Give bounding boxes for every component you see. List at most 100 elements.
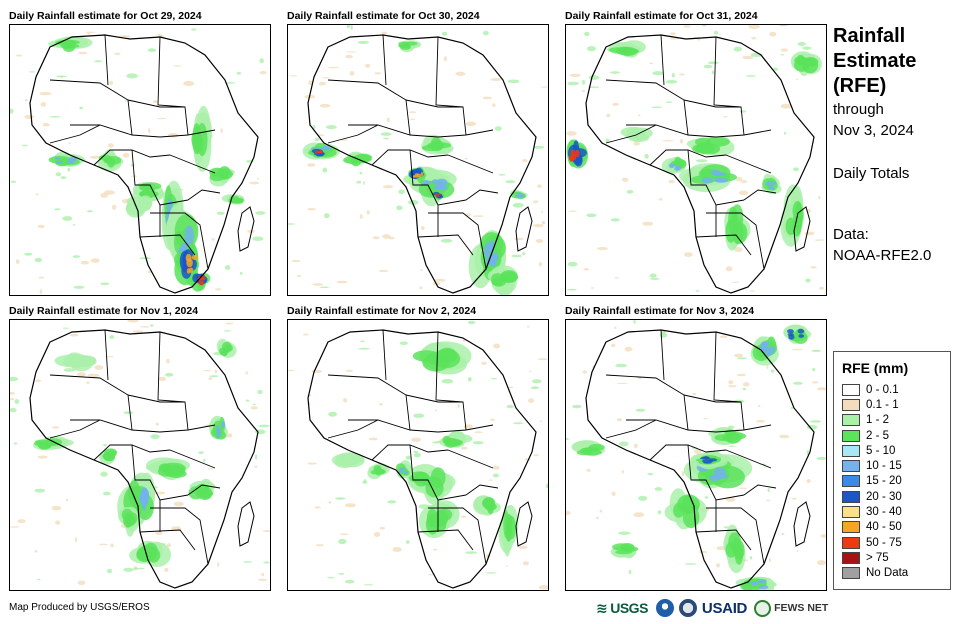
rain-patch	[615, 363, 627, 368]
map-info: Rainfall Estimate (RFE) through Nov 3, 2…	[833, 24, 963, 266]
rain-patch	[318, 81, 326, 86]
country-border	[713, 331, 742, 403]
rainfall-map	[287, 319, 549, 591]
rain-patch	[650, 277, 660, 280]
country-border	[725, 449, 772, 469]
rain-patch	[24, 114, 35, 119]
rain-patch	[411, 437, 422, 442]
rain-patch	[10, 376, 19, 382]
rain-patch	[167, 133, 179, 138]
rain-patch	[765, 182, 771, 186]
rain-patch	[100, 282, 110, 286]
map-svg	[566, 320, 826, 590]
country-border	[447, 154, 494, 174]
rain-patch	[158, 376, 167, 382]
rain-patch	[90, 258, 100, 263]
map-svg	[10, 28, 267, 295]
rain-patch	[86, 381, 90, 384]
rain-patch	[86, 210, 93, 213]
legend-item: 0 - 0.1	[842, 382, 950, 397]
legend-item: > 75	[842, 550, 950, 565]
country-border	[327, 79, 411, 136]
rain-patch	[657, 510, 662, 515]
rain-patch	[734, 247, 743, 253]
country-border	[465, 484, 499, 496]
rain-patch	[761, 341, 770, 347]
rain-patch	[203, 369, 211, 372]
rain-patch	[484, 242, 493, 259]
rain-patch	[220, 128, 223, 133]
rain-patch	[649, 273, 657, 278]
legend-label: 0 - 0.1	[866, 383, 899, 396]
rain-patch	[349, 71, 355, 76]
rainfall-map	[565, 24, 827, 296]
rain-patch	[226, 433, 233, 438]
rain-patch	[368, 437, 378, 441]
rain-patch	[236, 72, 242, 75]
rain-patch	[642, 221, 654, 226]
rain-patch	[490, 378, 498, 380]
rain-patch	[221, 341, 232, 353]
rain-patch	[464, 157, 469, 160]
rain-patch	[147, 547, 161, 563]
rain-patch	[818, 195, 821, 200]
rain-patch	[533, 200, 539, 204]
rain-patch	[105, 355, 114, 358]
rain-patch	[522, 252, 526, 256]
rain-patch	[816, 456, 826, 460]
rain-patch	[382, 234, 391, 239]
rain-patch	[392, 547, 402, 552]
rain-patch	[749, 290, 756, 292]
country-border	[683, 99, 745, 136]
rain-patch	[437, 195, 440, 198]
country-border	[127, 99, 189, 136]
rain-patch	[22, 144, 28, 147]
rain-patch	[34, 257, 43, 263]
rain-patch	[541, 221, 546, 225]
rain-patch	[373, 532, 381, 537]
rain-patch	[209, 375, 219, 378]
rain-patch	[66, 161, 75, 164]
rain-patch	[420, 269, 423, 271]
rain-patch	[472, 215, 484, 218]
rain-patch	[359, 214, 363, 219]
rain-patch	[735, 176, 743, 182]
country-border	[150, 507, 209, 565]
rain-patch	[528, 398, 535, 403]
map-svg	[10, 320, 270, 589]
legend-item: 40 - 50	[842, 520, 950, 535]
rain-patch	[647, 473, 654, 476]
rain-patch	[713, 30, 719, 35]
rain-patch	[345, 579, 355, 584]
rain-patch	[150, 434, 160, 440]
rain-patch	[508, 386, 514, 389]
rain-patch	[679, 73, 685, 76]
rain-patch	[155, 531, 163, 535]
rain-patch	[198, 280, 205, 286]
rain-patch	[10, 407, 17, 413]
rain-patch	[239, 272, 243, 275]
country-border	[348, 124, 494, 138]
rain-patch	[737, 357, 747, 360]
rain-patch	[474, 431, 483, 434]
rain-patch	[432, 441, 442, 444]
rain-patch	[695, 290, 700, 292]
map-credit: Map Produced by USGS/EROS	[9, 602, 150, 613]
rain-patch	[723, 526, 729, 529]
rain-patch	[191, 255, 198, 260]
rain-patch	[34, 488, 46, 493]
rain-patch	[440, 238, 453, 243]
rain-patch	[768, 557, 771, 563]
rain-patch	[587, 86, 600, 88]
rainfall-map	[287, 24, 549, 296]
rain-patch	[396, 205, 403, 211]
country-border	[605, 124, 657, 144]
rain-patch	[518, 545, 528, 549]
rain-patch	[250, 406, 258, 410]
rain-patch	[139, 257, 151, 260]
country-border	[70, 124, 216, 138]
rain-patch	[742, 55, 754, 60]
rain-patch	[35, 193, 39, 196]
country-border	[660, 35, 665, 86]
legend-label: 15 - 20	[866, 475, 902, 488]
